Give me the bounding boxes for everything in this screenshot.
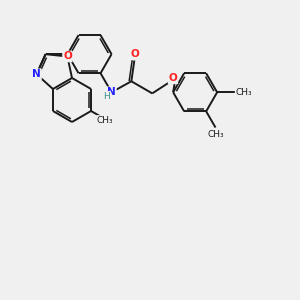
Text: CH₃: CH₃ [236,88,252,97]
Text: CH₃: CH₃ [97,116,114,125]
Text: O: O [169,73,177,83]
Text: CH₃: CH₃ [207,130,224,139]
Text: N: N [32,69,41,79]
Text: N: N [107,87,116,97]
Text: O: O [131,50,140,59]
Text: H: H [103,92,110,101]
Text: O: O [63,52,72,61]
